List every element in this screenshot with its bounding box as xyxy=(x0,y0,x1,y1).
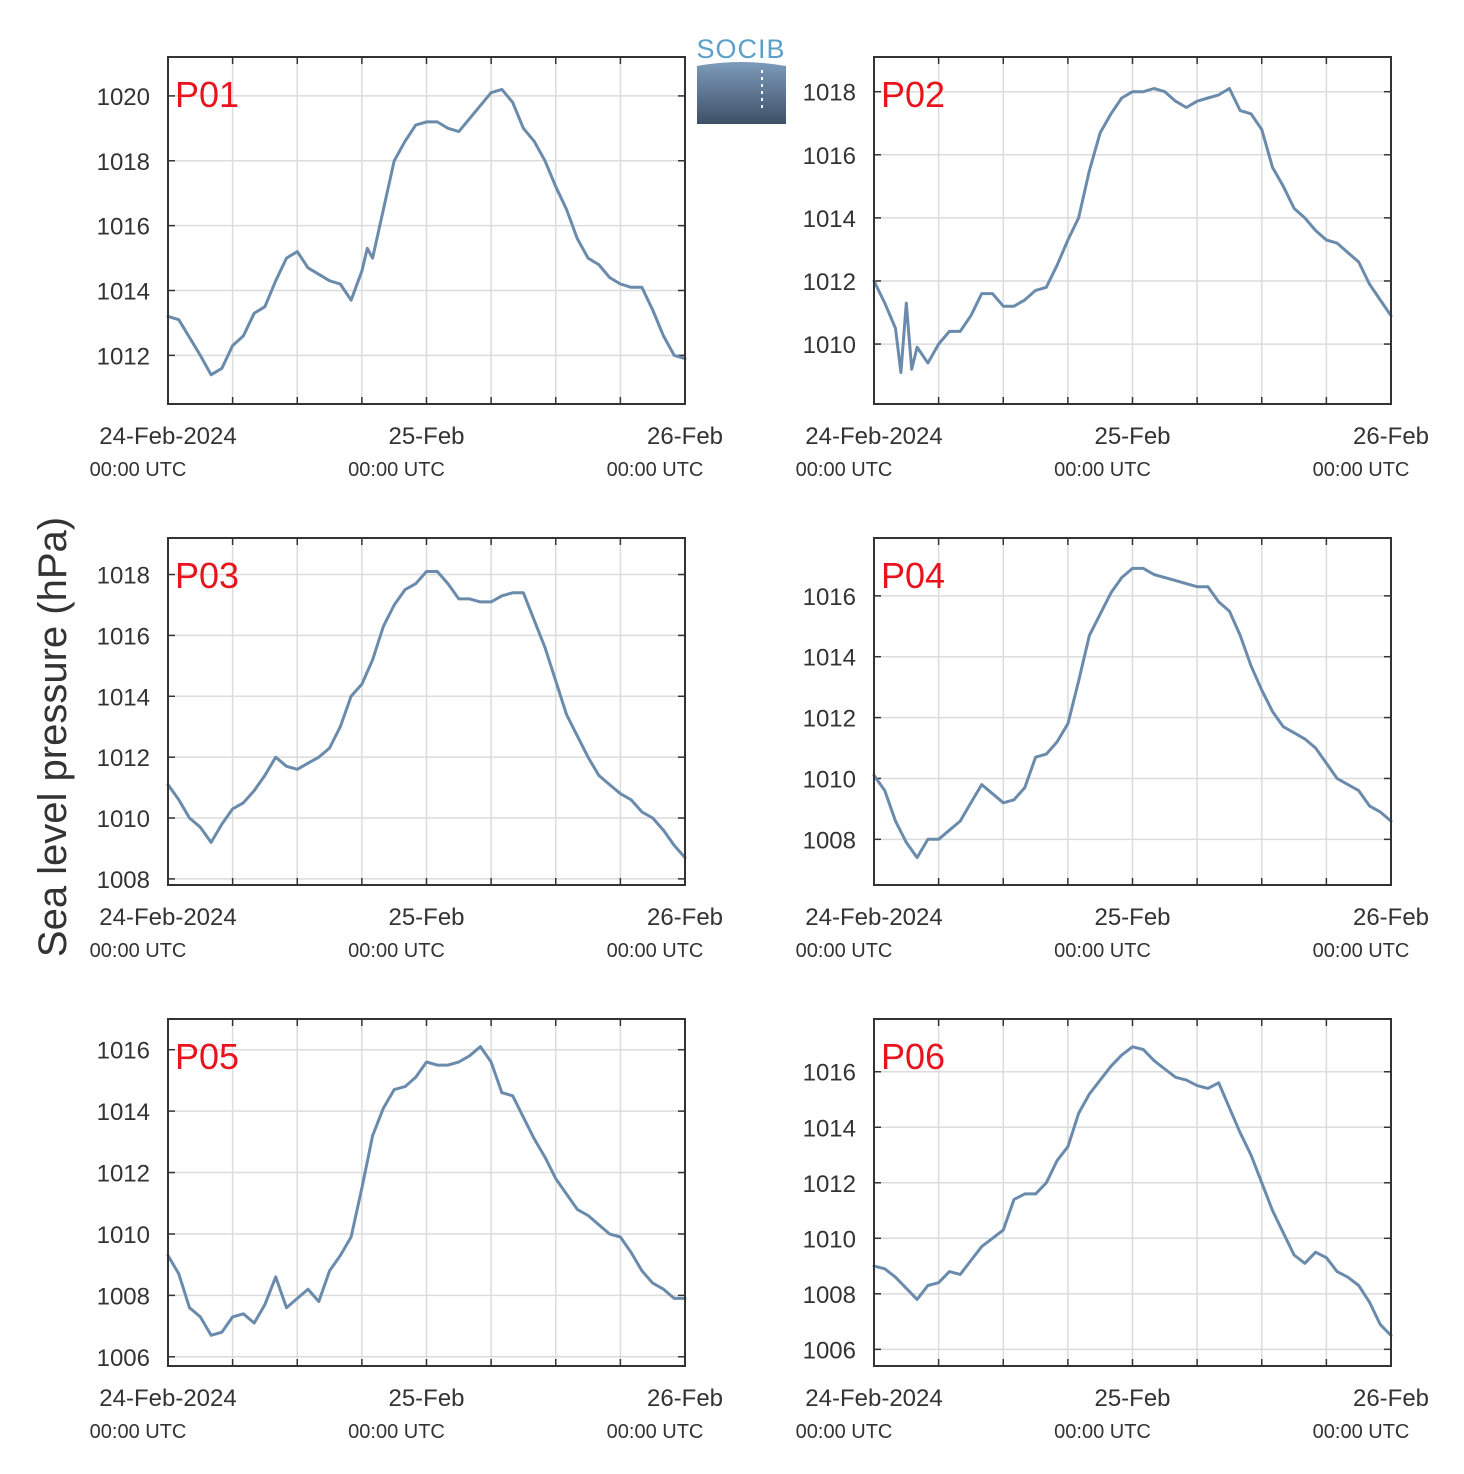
x-tick-label: 26-Feb xyxy=(647,904,723,931)
y-tick-label: 1016 xyxy=(97,1038,150,1065)
y-axis-label: Sea level pressure (hPa) xyxy=(31,517,75,957)
x-tick-sublabel: 00:00 UTC xyxy=(1054,940,1151,962)
plot-frame xyxy=(167,56,686,405)
y-tick-label: 1020 xyxy=(97,84,150,111)
plot-frame xyxy=(873,1018,1392,1367)
y-tick-label: 1012 xyxy=(803,1171,856,1198)
series-line xyxy=(872,87,1393,374)
x-tick-sublabel: 00:00 UTC xyxy=(90,940,187,962)
x-tick-sublabel: 00:00 UTC xyxy=(1313,940,1410,962)
y-tick-label: 1016 xyxy=(803,1060,856,1087)
panel-p06: 1006 1008 1010 1012 1014 1016 24-Feb-2024 00:00… xyxy=(796,1018,1429,1443)
x-tick-label: 24-Feb-2024 xyxy=(805,904,942,931)
y-tick-label: 1014 xyxy=(803,1115,856,1142)
y-tick-label: 1010 xyxy=(97,1222,150,1249)
y-tick-label: 1016 xyxy=(803,143,856,170)
x-tick-label: 24-Feb-2024 xyxy=(99,423,236,450)
y-tick-label: 1016 xyxy=(803,584,856,611)
x-tick-sublabel: 00:00 UTC xyxy=(348,459,445,481)
y-tick-label: 1008 xyxy=(97,867,150,894)
panel-p05: 1006 1008 1010 1012 1014 1016 24-Feb-2024 00:00… xyxy=(90,1018,723,1443)
x-tick-label: 24-Feb-2024 xyxy=(805,423,942,450)
y-tick-label: 1014 xyxy=(97,278,150,305)
x-tick-label: 25-Feb xyxy=(1094,1385,1170,1412)
series-line xyxy=(872,1045,1393,1337)
panel-label: P04 xyxy=(881,555,945,596)
x-tick-label: 26-Feb xyxy=(647,423,723,450)
panel-label: P03 xyxy=(175,555,239,596)
y-tick-label: 1008 xyxy=(803,827,856,854)
y-tick-label: 1006 xyxy=(803,1337,856,1364)
y-tick-label: 1012 xyxy=(803,269,856,296)
socib-logo: SOCIB xyxy=(696,34,786,124)
x-tick-sublabel: 00:00 UTC xyxy=(90,459,187,481)
x-tick-label: 24-Feb-2024 xyxy=(805,1385,942,1412)
y-tick-label: 1008 xyxy=(803,1282,856,1309)
y-tick-label: 1018 xyxy=(803,80,856,107)
x-tick-label: 25-Feb xyxy=(388,1385,464,1412)
y-tick-label: 1012 xyxy=(97,343,150,370)
y-tick-label: 1018 xyxy=(97,563,150,590)
panel-p01: 1012 1014 1016 1018 1020 24-Feb-2024 00:00 UTC… xyxy=(90,56,723,481)
plot-frame xyxy=(167,537,686,886)
x-tick-sublabel: 00:00 UTC xyxy=(796,459,893,481)
x-tick-sublabel: 00:00 UTC xyxy=(607,459,704,481)
plot-frame xyxy=(873,56,1392,405)
panel-label: P01 xyxy=(175,74,239,115)
y-tick-label: 1012 xyxy=(803,706,856,733)
panel-p04: 1008 1010 1012 1014 1016 24-Feb-2024 00:00 UTC… xyxy=(796,537,1429,962)
y-tick-label: 1016 xyxy=(97,623,150,650)
x-tick-label: 25-Feb xyxy=(388,423,464,450)
x-tick-label: 26-Feb xyxy=(1353,423,1429,450)
y-tick-label: 1014 xyxy=(97,684,150,711)
panel-label: P05 xyxy=(175,1036,239,1077)
y-tick-label: 1006 xyxy=(97,1345,150,1372)
y-tick-label: 1008 xyxy=(97,1283,150,1310)
panel-label: P06 xyxy=(881,1036,945,1077)
y-tick-label: 1010 xyxy=(97,806,150,833)
y-tick-label: 1014 xyxy=(803,645,856,672)
x-tick-sublabel: 00:00 UTC xyxy=(796,940,893,962)
series-line xyxy=(166,87,687,377)
x-tick-label: 24-Feb-2024 xyxy=(99,904,236,931)
x-tick-sublabel: 00:00 UTC xyxy=(1054,459,1151,481)
x-tick-label: 26-Feb xyxy=(647,1385,723,1412)
x-tick-sublabel: 00:00 UTC xyxy=(90,1421,187,1443)
y-tick-label: 1012 xyxy=(97,745,150,772)
x-tick-sublabel: 00:00 UTC xyxy=(607,940,704,962)
series-line xyxy=(872,566,1393,860)
panel-label: P02 xyxy=(881,74,945,115)
x-tick-label: 26-Feb xyxy=(1353,904,1429,931)
x-tick-sublabel: 00:00 UTC xyxy=(1313,1421,1410,1443)
y-tick-label: 1014 xyxy=(97,1099,150,1126)
y-tick-label: 1014 xyxy=(803,206,856,233)
y-tick-label: 1010 xyxy=(803,1226,856,1253)
panel-p03: 1008 1010 1012 1014 1016 1018 24-Feb-2024 00:00… xyxy=(90,537,723,962)
x-tick-label: 24-Feb-2024 xyxy=(99,1385,236,1412)
plot-frame xyxy=(873,537,1392,886)
y-tick-label: 1012 xyxy=(97,1161,150,1188)
x-tick-label: 25-Feb xyxy=(1094,423,1170,450)
x-tick-sublabel: 00:00 UTC xyxy=(796,1421,893,1443)
logo-wave xyxy=(697,62,786,124)
panel-p02: 1010 1012 1014 1016 1018 24-Feb-2024 00:00 UTC… xyxy=(796,56,1429,481)
y-tick-label: 1016 xyxy=(97,214,150,241)
x-tick-sublabel: 00:00 UTC xyxy=(607,1421,704,1443)
x-tick-label: 25-Feb xyxy=(1094,904,1170,931)
y-tick-label: 1010 xyxy=(803,766,856,793)
plot-frame xyxy=(167,1018,686,1367)
y-tick-label: 1010 xyxy=(803,332,856,359)
y-tick-label: 1018 xyxy=(97,149,150,176)
x-tick-label: 26-Feb xyxy=(1353,1385,1429,1412)
logo-text: SOCIB xyxy=(696,34,785,64)
x-tick-sublabel: 00:00 UTC xyxy=(348,1421,445,1443)
x-tick-sublabel: 00:00 UTC xyxy=(1054,1421,1151,1443)
x-tick-label: 25-Feb xyxy=(388,904,464,931)
x-tick-sublabel: 00:00 UTC xyxy=(1313,459,1410,481)
series-line xyxy=(166,570,687,860)
series-line xyxy=(166,1045,687,1337)
x-tick-sublabel: 00:00 UTC xyxy=(348,940,445,962)
